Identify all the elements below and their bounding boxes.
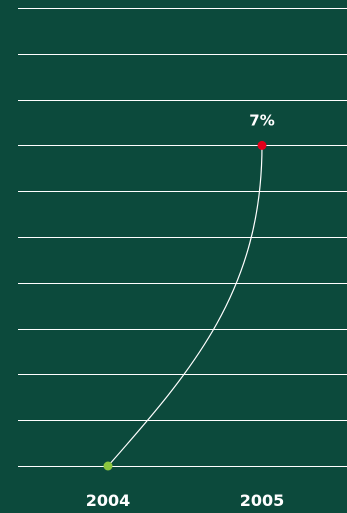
labels-layer: 7% [249, 111, 274, 129]
gridlines [18, 8, 347, 467]
x-axis-ticks: 2004 2005 [86, 491, 285, 510]
x-tick-label-2004: 2004 [86, 491, 131, 510]
data-point-2004 [103, 461, 113, 471]
x-tick-label-2005: 2005 [240, 491, 285, 510]
series-layer [107, 145, 263, 467]
data-point-2005 [257, 140, 267, 150]
series-line [107, 145, 263, 467]
data-label-2005: 7% [249, 111, 274, 129]
points-layer [103, 140, 267, 471]
